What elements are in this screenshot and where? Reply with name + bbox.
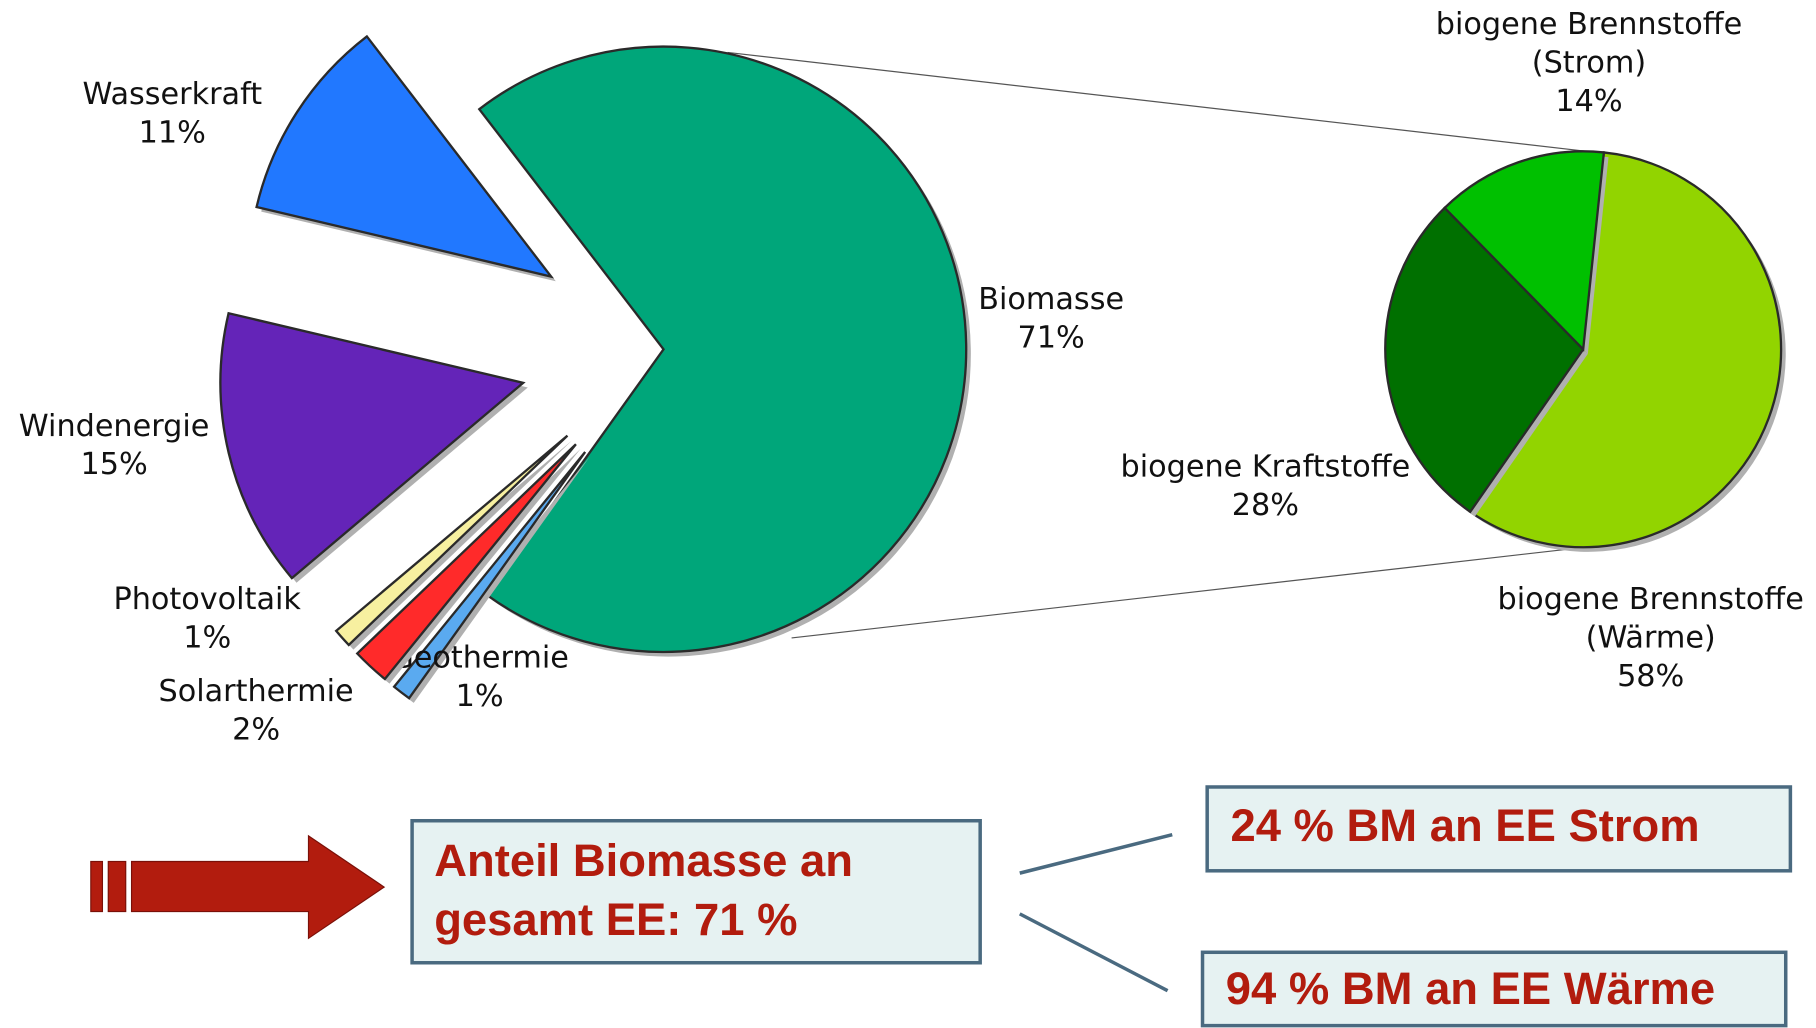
slice-value-label: 1% — [456, 679, 504, 714]
slice-label: biogene Brennstoffe — [1436, 7, 1742, 42]
slice-label: Geothermie — [390, 640, 569, 675]
strom-text: 24 % BM an EE Strom — [1230, 800, 1699, 851]
waerme-text: 94 % BM an EE Wärme — [1226, 963, 1715, 1014]
slice-value-label: 14% — [1555, 84, 1622, 119]
slice-label: Wasserkraft — [83, 77, 263, 112]
connector-line — [727, 51, 1598, 154]
slice-value-label: 28% — [1232, 488, 1299, 523]
slice-label: Photovoltaik — [113, 582, 301, 617]
slice-value-label: 71% — [1018, 320, 1085, 355]
slice — [477, 45, 968, 654]
arrow — [90, 834, 386, 940]
slice-label-cont: (Wärme) — [1586, 621, 1716, 656]
slice — [334, 434, 569, 647]
slice-label: Biomasse — [978, 282, 1124, 317]
slice-label: Solarthermie — [159, 674, 354, 709]
slice-value-label: 1% — [183, 621, 231, 656]
strom-box: 24 % BM an EE Strom — [1205, 785, 1793, 873]
connector-line — [791, 546, 1586, 639]
slice-label: biogene Brennstoffe — [1498, 582, 1804, 617]
slice-value-label: 11% — [139, 115, 206, 150]
waerme-box: 94 % BM an EE Wärme — [1200, 950, 1788, 1028]
slice — [1384, 206, 1585, 514]
slice-value-label: 2% — [232, 713, 280, 748]
slice — [355, 443, 577, 681]
slice — [392, 451, 587, 700]
slice-label: biogene Kraftstoffe — [1121, 450, 1411, 485]
slice — [219, 311, 526, 580]
summary-line: gesamt EE: 71 % — [434, 894, 797, 945]
slice-value-label: 15% — [80, 447, 147, 482]
callout-line — [1018, 912, 1169, 993]
slice-value-label: 58% — [1617, 659, 1684, 694]
slice-label: Windenergie — [19, 409, 210, 444]
slice-label-cont: (Strom) — [1532, 46, 1646, 81]
slice — [255, 34, 555, 279]
slice — [1468, 151, 1783, 549]
callout-line — [1019, 833, 1173, 875]
summary-line: Anteil Biomasse an — [434, 835, 853, 886]
slice — [1443, 150, 1606, 352]
summary-box: Anteil Biomasse an gesamt EE: 71 % — [410, 818, 982, 965]
